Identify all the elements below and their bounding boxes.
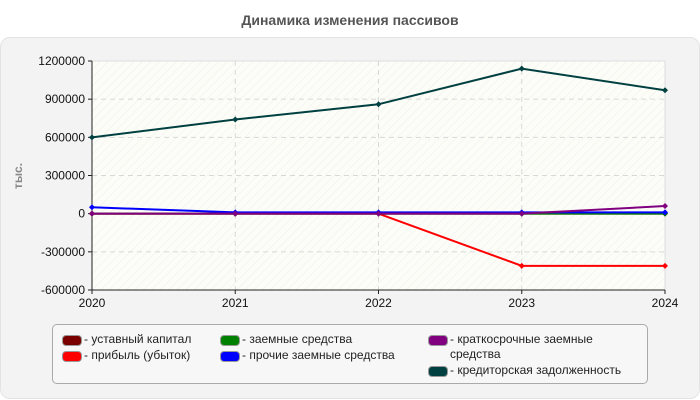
data-point-marker [662, 203, 668, 210]
legend-item: - краткосрочные заемные средства [428, 332, 646, 362]
swatch-icon [220, 335, 240, 346]
legend-item: - кредиторская задолженность [428, 363, 646, 378]
svg-text:-600000: -600000 [41, 283, 85, 297]
legend-item: - прочие заемные средства [220, 348, 420, 363]
svg-text:600000: 600000 [45, 130, 85, 144]
swatch-icon [62, 351, 82, 362]
svg-text:2021: 2021 [222, 296, 249, 310]
swatch-icon [220, 351, 240, 362]
data-point-marker [518, 210, 525, 217]
legend-col-3: - краткосрочные заемные средства - креди… [428, 332, 646, 379]
x-axis-ticks: 2020 2021 2022 2023 2024 [79, 290, 679, 310]
legend-col-2: - заемные средства - прочие заемные сред… [220, 332, 420, 364]
svg-text:-300000: -300000 [41, 245, 85, 259]
data-point-marker [518, 262, 525, 269]
swatch-icon [428, 366, 448, 377]
legend-item: - заемные средства [220, 332, 420, 347]
swatch-icon [428, 335, 448, 346]
swatch-icon [62, 335, 82, 346]
data-point-marker [375, 101, 382, 108]
y-axis-label: тыс. [11, 163, 25, 189]
y-axis-ticks: 1200000 900000 600000 300000 0 -300000 -600000 [38, 54, 92, 297]
data-point-marker [375, 210, 382, 217]
data-point-marker [518, 65, 525, 72]
data-point-marker [232, 116, 239, 123]
data-point-marker [662, 209, 668, 216]
data-point-marker [89, 204, 95, 211]
legend-item: - прибыль (убыток) [62, 348, 212, 363]
svg-text:300000: 300000 [45, 169, 85, 183]
data-point-marker [89, 134, 95, 141]
svg-text:2020: 2020 [79, 296, 106, 310]
svg-text:1200000: 1200000 [38, 54, 85, 68]
svg-text:900000: 900000 [45, 92, 85, 106]
data-point-marker [89, 210, 95, 217]
legend: - уставный капитал - прибыль (убыток) - … [52, 324, 648, 384]
svg-text:2023: 2023 [508, 296, 535, 310]
legend-item: - уставный капитал [62, 332, 212, 347]
svg-text:2022: 2022 [365, 296, 392, 310]
data-point-marker [662, 262, 668, 269]
chart-title: Динамика изменения пассивов [241, 12, 459, 28]
data-point-marker [662, 87, 668, 94]
data-point-marker [232, 210, 239, 217]
svg-text:0: 0 [78, 207, 85, 221]
series-lines [89, 65, 668, 269]
legend-col-1: - уставный капитал - прибыль (убыток) [62, 332, 212, 364]
svg-text:2024: 2024 [652, 296, 679, 310]
